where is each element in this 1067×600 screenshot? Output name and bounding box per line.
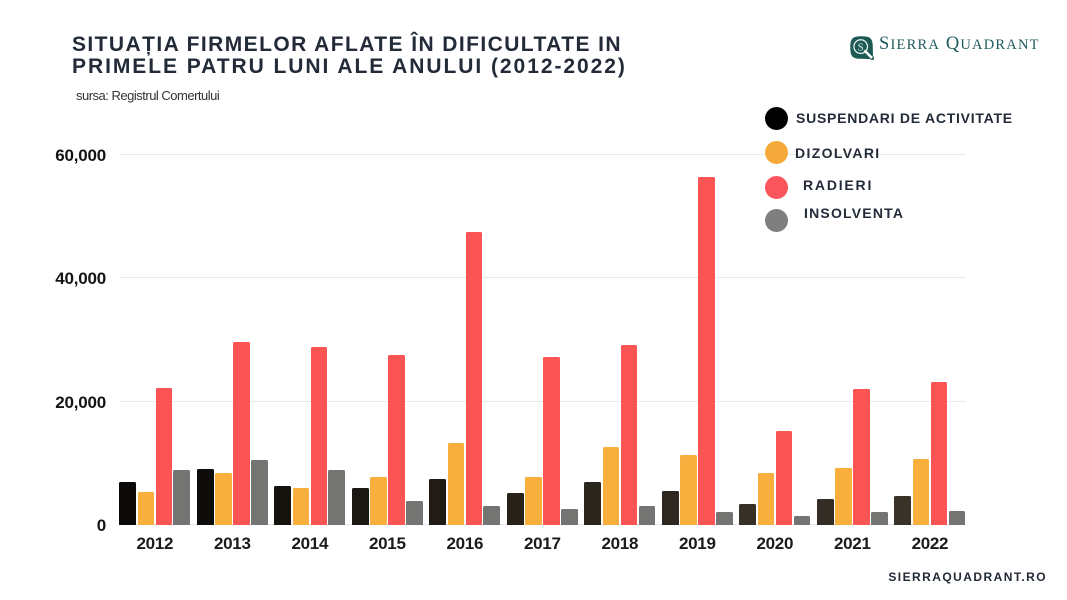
svg-text:S: S <box>858 41 864 53</box>
